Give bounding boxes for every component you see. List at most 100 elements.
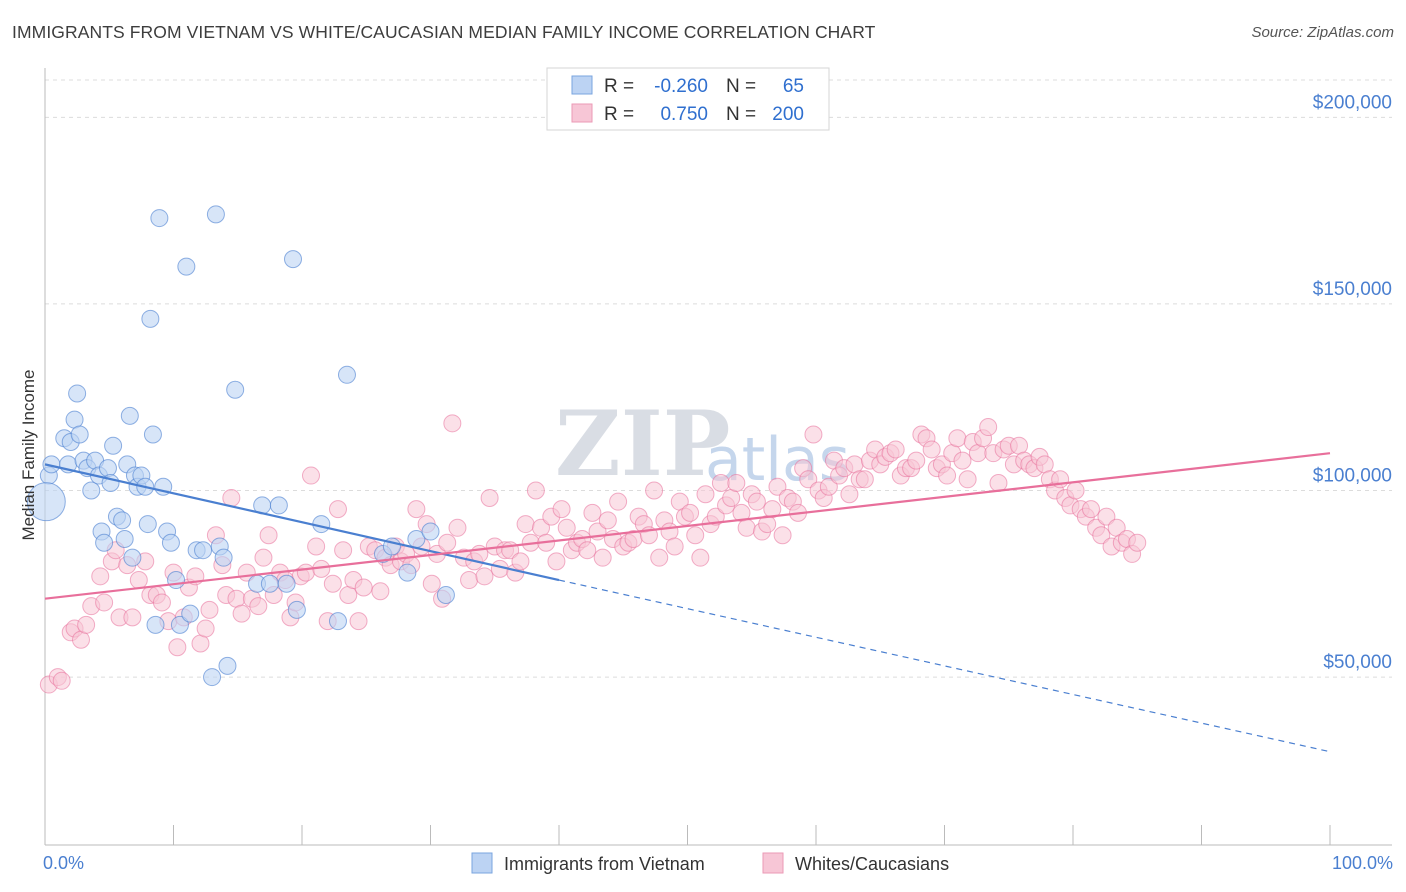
whites-point-172 bbox=[948, 429, 967, 448]
whites-point-94 bbox=[547, 552, 566, 571]
vietnam-point-17 bbox=[104, 436, 123, 455]
whites-point-2 bbox=[52, 671, 71, 690]
whites-point-95 bbox=[552, 500, 571, 519]
whites-point-48 bbox=[307, 537, 326, 556]
whites-point-184 bbox=[1010, 436, 1029, 455]
whites-trend-line bbox=[44, 452, 1331, 600]
whites-point-104 bbox=[598, 511, 617, 530]
vietnam-point-38 bbox=[177, 257, 196, 276]
y-axis-label: Median Family Income bbox=[19, 369, 38, 540]
y-tick-label-200000: $200,000 bbox=[1313, 92, 1392, 113]
whites-point-96 bbox=[557, 518, 576, 537]
whites-point-122 bbox=[691, 548, 710, 567]
y-tick-label-50000: $50,000 bbox=[1323, 652, 1392, 673]
vietnam-point-60 bbox=[398, 563, 417, 582]
vietnam-point-31 bbox=[146, 615, 165, 634]
whites-point-167 bbox=[922, 440, 941, 459]
whites-point-173 bbox=[953, 451, 972, 470]
y-tick-labels: $50,000 $100,000 $150,000 $200,000 bbox=[1313, 92, 1392, 673]
vietnam-point-35 bbox=[161, 533, 180, 552]
chart-source: Source: ZipAtlas.com bbox=[1251, 24, 1394, 41]
whites-point-128 bbox=[722, 488, 741, 507]
whites-point-137 bbox=[768, 477, 787, 496]
whites-point-154 bbox=[855, 470, 874, 489]
vietnam-point-5 bbox=[65, 410, 84, 429]
legend-r-label-2: R = bbox=[604, 104, 634, 125]
whites-point-54 bbox=[339, 585, 358, 604]
whites-point-39 bbox=[259, 526, 278, 545]
vietnam-point-53 bbox=[284, 250, 303, 269]
whites-point-5 bbox=[71, 630, 90, 649]
vietnam-point-45 bbox=[214, 548, 233, 567]
whites-point-125 bbox=[706, 507, 725, 526]
whites-point-9 bbox=[95, 593, 114, 612]
whites-point-33 bbox=[227, 589, 246, 608]
whites-point-123 bbox=[696, 485, 715, 504]
whites-point-174 bbox=[958, 470, 977, 489]
whites-point-103 bbox=[593, 548, 612, 567]
vietnam-point-55 bbox=[312, 515, 331, 534]
legend-swatch-whites bbox=[571, 103, 593, 123]
correlation-legend: R = -0.260 N = 65 R = 0.750 N = 200 bbox=[546, 67, 830, 131]
bottom-legend-label-vietnam: Immigrants from Vietnam bbox=[504, 854, 705, 874]
whites-point-67 bbox=[407, 500, 426, 519]
whites-point-87 bbox=[511, 552, 530, 571]
vietnam-point-19 bbox=[113, 511, 132, 530]
whites-point-38 bbox=[254, 548, 273, 567]
whites-point-133 bbox=[747, 492, 766, 511]
bottom-legend-swatch-whites bbox=[762, 852, 784, 874]
whites-point-129 bbox=[727, 474, 746, 493]
trend-lines bbox=[44, 452, 1331, 753]
vietnam-point-22 bbox=[120, 406, 139, 425]
x-tick-label-end: 100.0% bbox=[1332, 853, 1393, 873]
whites-point-81 bbox=[480, 488, 499, 507]
vietnam-point-6 bbox=[68, 384, 87, 403]
whites-point-28 bbox=[200, 600, 219, 619]
vietnam-point-32 bbox=[150, 209, 169, 228]
whites-point-77 bbox=[460, 571, 479, 590]
chart-title: IMMIGRANTS FROM VIETNAM VS WHITE/CAUCASI… bbox=[12, 22, 876, 42]
grid-lines bbox=[45, 79, 1392, 678]
whites-point-200 bbox=[1092, 526, 1111, 545]
whites-point-51 bbox=[323, 574, 342, 593]
axes bbox=[44, 68, 1392, 846]
whites-point-189 bbox=[1035, 455, 1054, 474]
whites-point-131 bbox=[737, 518, 756, 537]
whites-point-14 bbox=[123, 608, 142, 627]
vietnam-point-42 bbox=[203, 668, 222, 687]
whites-point-113 bbox=[645, 481, 664, 500]
vietnam-point-47 bbox=[226, 380, 245, 399]
legend-n-label-1: N = bbox=[726, 76, 756, 97]
whites-point-60 bbox=[371, 582, 390, 601]
vietnam-point-20 bbox=[115, 530, 134, 548]
legend-n-value-2: 200 bbox=[772, 104, 804, 125]
vietnam-point-46 bbox=[218, 656, 237, 675]
whites-point-90 bbox=[526, 481, 545, 500]
whites-point-6 bbox=[77, 615, 96, 634]
whites-point-37 bbox=[249, 597, 268, 616]
whites-point-151 bbox=[840, 485, 859, 504]
whites-point-147 bbox=[819, 477, 838, 496]
whites-point-101 bbox=[583, 503, 602, 522]
series-legend: Immigrants from Vietnam Whites/Caucasian… bbox=[471, 852, 949, 874]
whites-point-164 bbox=[907, 451, 926, 470]
vietnam-point-63 bbox=[436, 585, 455, 604]
whites-point-34 bbox=[232, 604, 251, 623]
whites-point-201 bbox=[1097, 507, 1116, 526]
whites-point-46 bbox=[296, 563, 315, 582]
vietnam-trend-extension bbox=[558, 579, 1331, 753]
legend-n-label-2: N = bbox=[726, 104, 756, 125]
legend-swatch-vietnam bbox=[571, 75, 593, 95]
whites-point-170 bbox=[938, 466, 957, 485]
whites-point-57 bbox=[354, 578, 373, 597]
whites-point-26 bbox=[191, 634, 210, 653]
whites-point-160 bbox=[886, 440, 905, 459]
vietnam-point-39 bbox=[181, 604, 200, 623]
whites-point-207 bbox=[1128, 533, 1147, 552]
vietnam-point-54 bbox=[287, 600, 306, 619]
legend-r-value-2: 0.750 bbox=[660, 104, 708, 125]
whites-point-52 bbox=[328, 500, 347, 519]
whites-point-116 bbox=[660, 522, 679, 541]
y-tick-label-150000: $150,000 bbox=[1313, 279, 1392, 300]
vietnam-point-52 bbox=[277, 574, 296, 593]
